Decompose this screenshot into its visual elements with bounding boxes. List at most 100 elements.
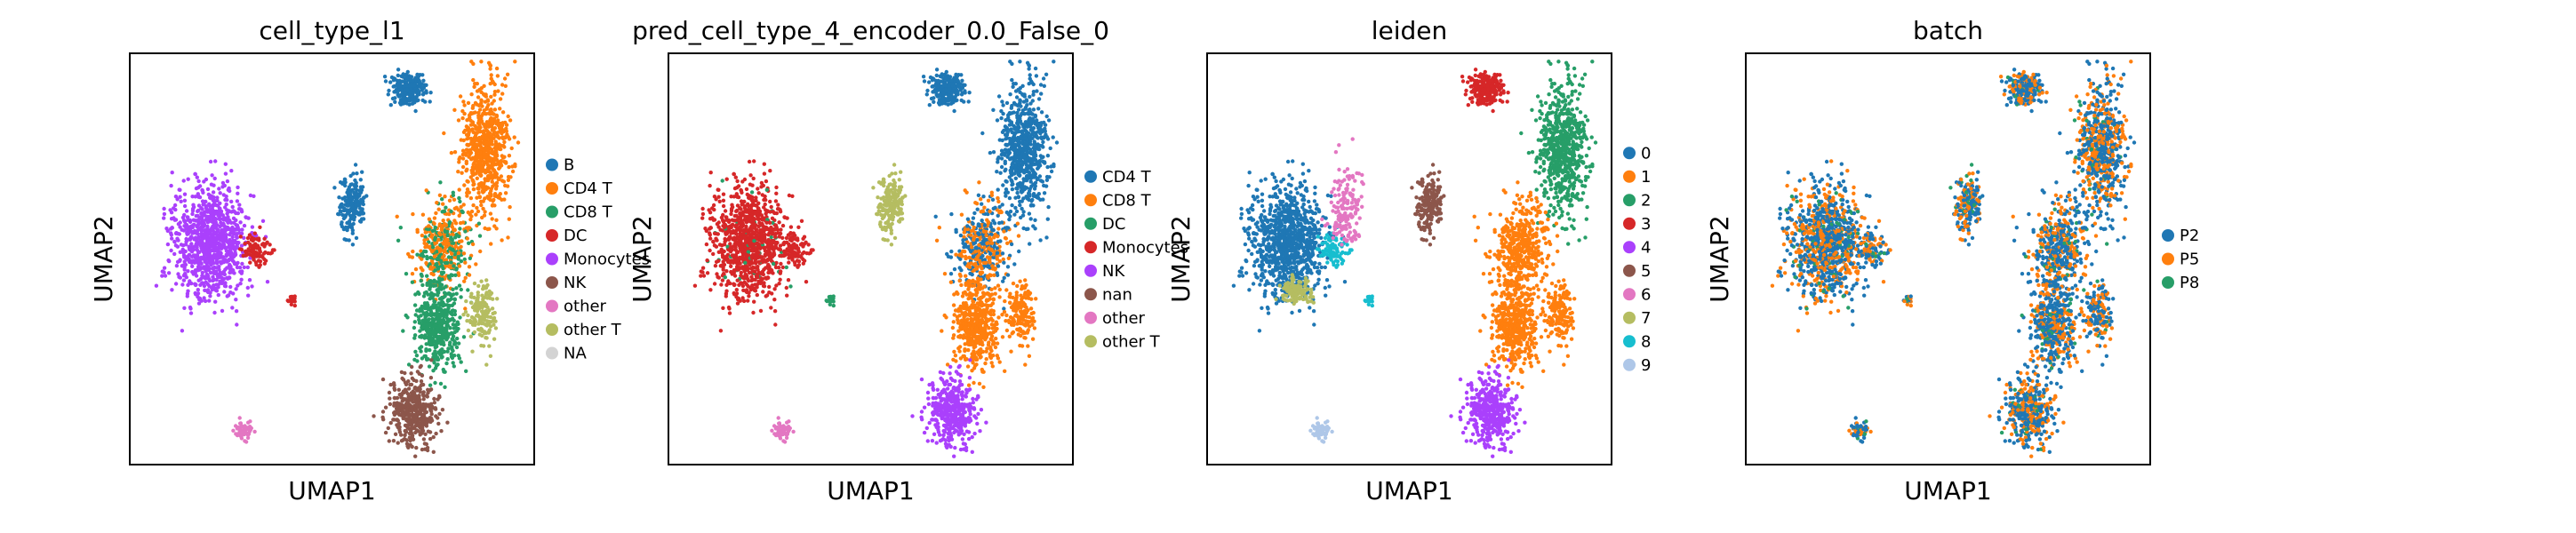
- data-point: [383, 405, 388, 410]
- data-point: [741, 232, 746, 236]
- data-point: [764, 276, 769, 281]
- data-point: [488, 63, 493, 68]
- data-point: [743, 207, 748, 211]
- data-point: [289, 302, 293, 306]
- data-point: [197, 195, 203, 200]
- data-point: [764, 179, 769, 184]
- data-point: [170, 171, 174, 175]
- data-point: [893, 171, 898, 176]
- data-point: [717, 199, 722, 203]
- data-point: [409, 371, 413, 376]
- data-point: [419, 272, 424, 277]
- data-point: [414, 354, 420, 358]
- data-point: [469, 209, 475, 214]
- data-point: [785, 293, 789, 298]
- data-point: [460, 210, 465, 215]
- data-point: [397, 94, 402, 99]
- data-point: [471, 179, 476, 184]
- data-point: [476, 190, 481, 195]
- data-point: [404, 313, 408, 318]
- data-point: [467, 265, 472, 269]
- data-point: [434, 414, 438, 418]
- data-point: [484, 185, 489, 189]
- data-point: [724, 289, 729, 293]
- umap-panel-2: pred_cell_type_4_encoder_0.0_False_0UMAP…: [628, 16, 1188, 505]
- data-point: [248, 419, 252, 424]
- data-point: [889, 243, 894, 247]
- data-point: [440, 408, 445, 412]
- data-point: [162, 206, 166, 211]
- legend-marker: [546, 205, 558, 219]
- legend-marker: [546, 276, 558, 289]
- data-point: [464, 159, 468, 163]
- data-point: [392, 387, 397, 392]
- data-point: [346, 193, 351, 198]
- data-point: [428, 310, 434, 314]
- data-point: [199, 232, 204, 236]
- data-point: [348, 173, 353, 179]
- data-point: [257, 254, 262, 259]
- data-point: [224, 194, 228, 199]
- data-point: [250, 248, 255, 253]
- data-point: [239, 243, 244, 248]
- data-point: [888, 195, 892, 201]
- data-point: [492, 192, 498, 196]
- data-point: [445, 229, 450, 234]
- data-point: [408, 427, 412, 432]
- data-point: [242, 265, 246, 270]
- data-point: [400, 408, 404, 412]
- data-point: [761, 272, 765, 277]
- data-point: [211, 233, 215, 237]
- data-point: [440, 319, 444, 323]
- data-point: [220, 222, 225, 227]
- data-point: [475, 131, 479, 135]
- data-point: [393, 432, 398, 436]
- data-point: [246, 247, 251, 251]
- data-point: [454, 205, 459, 210]
- data-point: [223, 205, 228, 210]
- data-point: [450, 337, 454, 341]
- data-point: [166, 271, 172, 275]
- data-point: [347, 209, 352, 213]
- data-point: [202, 296, 206, 300]
- data-point: [245, 426, 250, 432]
- data-point: [773, 322, 778, 327]
- data-point: [491, 297, 495, 301]
- data-point: [382, 75, 388, 79]
- data-point: [388, 396, 392, 401]
- data-point: [491, 160, 496, 164]
- data-point: [211, 224, 215, 228]
- data-point: [186, 289, 190, 293]
- data-point: [753, 203, 758, 208]
- data-point: [467, 241, 471, 245]
- data-point: [429, 358, 434, 362]
- data-point: [740, 203, 744, 207]
- data-point: [502, 197, 507, 202]
- data-point: [418, 401, 422, 406]
- data-point: [434, 211, 438, 216]
- data-point: [708, 288, 713, 292]
- data-point: [445, 420, 450, 425]
- data-point: [504, 161, 508, 165]
- data-point: [220, 255, 226, 259]
- data-point: [292, 303, 297, 308]
- data-point: [189, 242, 194, 246]
- data-point: [718, 329, 724, 333]
- data-point: [743, 214, 748, 219]
- data-point: [240, 261, 244, 266]
- data-point: [429, 337, 434, 341]
- data-point: [782, 253, 788, 258]
- data-point: [761, 183, 765, 188]
- data-point: [470, 171, 475, 175]
- data-point: [796, 254, 801, 259]
- data-point: [785, 216, 789, 220]
- data-point: [509, 146, 514, 151]
- data-point: [393, 99, 397, 105]
- data-point: [172, 203, 178, 208]
- data-point: [784, 265, 788, 270]
- panel-title: pred_cell_type_4_encoder_0.0_False_0: [632, 16, 1109, 45]
- data-point: [235, 235, 239, 239]
- data-point: [756, 187, 760, 191]
- data-point: [266, 251, 270, 256]
- data-point: [763, 202, 767, 207]
